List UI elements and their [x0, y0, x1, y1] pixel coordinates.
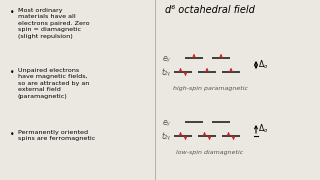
Text: Permanently oriented
spins are ferromagnetic: Permanently oriented spins are ferromagn…: [18, 130, 95, 141]
Text: •: •: [10, 8, 14, 17]
Text: $\Delta_o$: $\Delta_o$: [258, 59, 268, 71]
Text: eᵧ: eᵧ: [162, 53, 170, 62]
Text: •: •: [10, 68, 14, 77]
Text: t₂ᵧ: t₂ᵧ: [161, 68, 170, 76]
Text: $\Delta_o$: $\Delta_o$: [258, 123, 268, 135]
Text: d⁶ octahedral field: d⁶ octahedral field: [165, 5, 255, 15]
Text: Unpaired electrons
have magnetic fields,
so are attracted by an
external field
(: Unpaired electrons have magnetic fields,…: [18, 68, 89, 99]
Text: eᵧ: eᵧ: [162, 118, 170, 127]
Text: low-spin diamagnetic: low-spin diamagnetic: [176, 150, 244, 155]
Text: high-spin paramagnetic: high-spin paramagnetic: [172, 86, 247, 91]
Text: Most ordinary
materials have all
electrons paired. Zero
spin = diamagnetic
(slig: Most ordinary materials have all electro…: [18, 8, 90, 39]
Text: t₂ᵧ: t₂ᵧ: [161, 132, 170, 141]
Text: •: •: [10, 130, 14, 139]
